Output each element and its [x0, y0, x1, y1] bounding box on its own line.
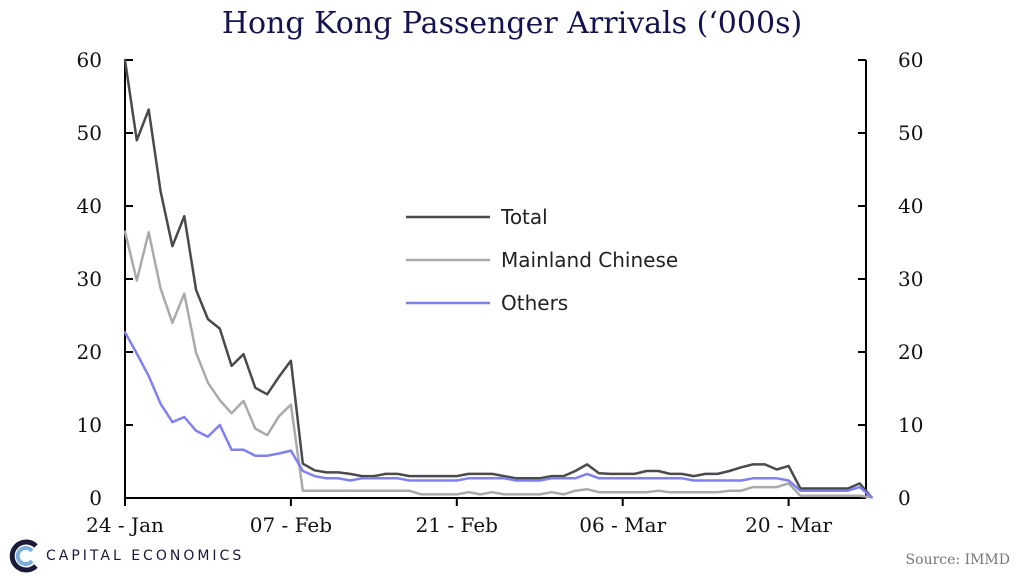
axes: 0 10 20 30 40 50 60 0 10 20 30 40 50 60 24 - Jan 07 - F… [77, 48, 924, 537]
y-tick-label-left: 10 [77, 413, 102, 437]
series-line-mainland-chinese [123, 230, 873, 499]
y-tick-label-right: 60 [898, 48, 923, 72]
x-tick-label: 07 - Feb [250, 513, 332, 537]
source-note: Source: IMMD [905, 552, 1010, 568]
y-tick-label-left: 40 [77, 194, 102, 218]
y-tick-label-left: 0 [89, 486, 102, 510]
y-tick-label-right: 30 [898, 267, 923, 291]
y-tick-label-right: 0 [898, 486, 911, 510]
y-tick-label-left: 60 [77, 48, 102, 72]
x-tick-label: 20 - Mar [745, 513, 832, 537]
y-tick-label-right: 10 [898, 413, 923, 437]
series-line-others [123, 331, 873, 499]
y-tick-label-right: 40 [898, 194, 923, 218]
series-layer [123, 58, 873, 499]
ce-logo-icon [9, 539, 38, 573]
x-tick-label: 21 - Feb [416, 513, 498, 537]
x-tick-label: 24 - Jan [86, 513, 164, 537]
capital-economics-logo: CAPITAL ECONOMICS [8, 536, 244, 576]
legend-label: Total [500, 205, 548, 229]
logo-text: CAPITAL ECONOMICS [46, 548, 245, 564]
y-tick-label-right: 50 [898, 121, 923, 145]
y-tick-label-left: 30 [77, 267, 102, 291]
legend: Total Mainland Chinese Others [406, 205, 678, 315]
series-line-total [123, 58, 873, 499]
legend-label: Mainland Chinese [501, 248, 678, 272]
chart-title: Hong Kong Passenger Arrivals (‘000s) [221, 6, 803, 41]
legend-label: Others [501, 291, 568, 315]
x-tick-label: 06 - Mar [579, 513, 666, 537]
y-tick-label-right: 20 [898, 340, 923, 364]
y-tick-label-left: 50 [77, 121, 102, 145]
y-tick-label-left: 20 [77, 340, 102, 364]
